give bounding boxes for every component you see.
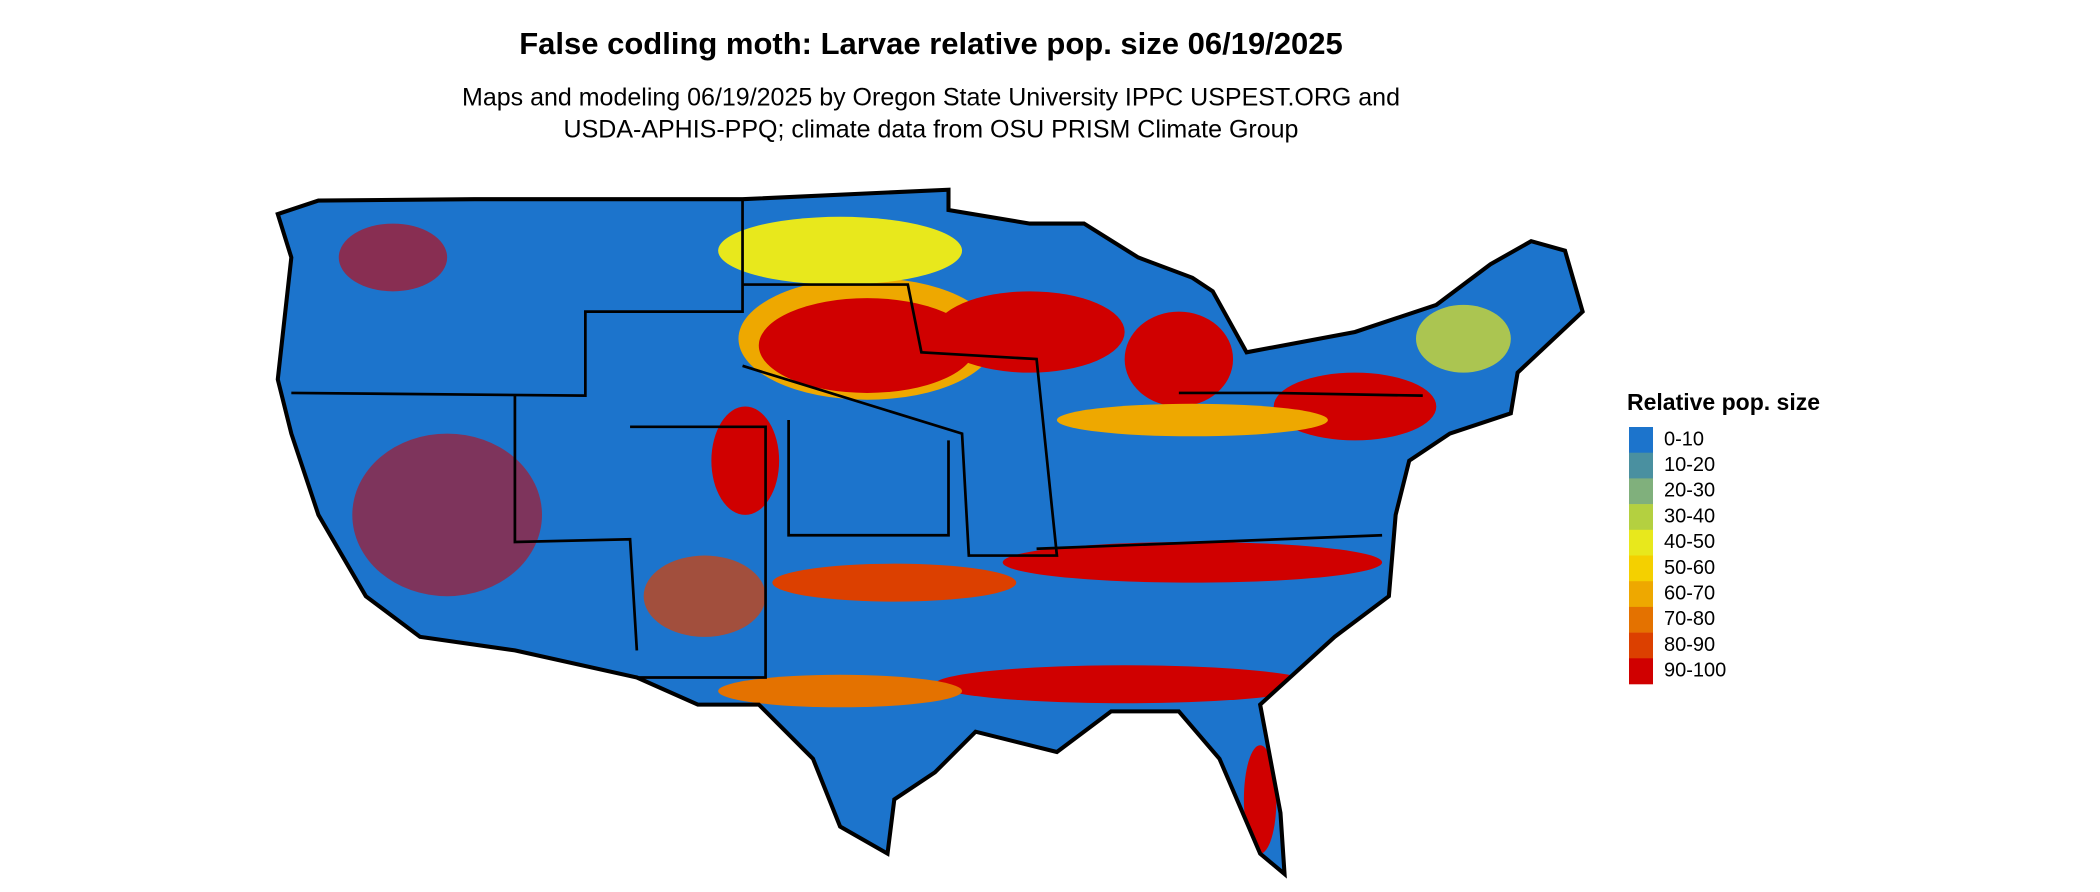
legend-swatch	[1629, 606, 1653, 633]
legend-label: 20-30	[1664, 480, 1715, 502]
subtitle: USDA-APHIS-PPQ; climate data from OSU PR…	[564, 116, 1299, 144]
legend-swatch	[1629, 555, 1653, 582]
title: False codling moth: Larvae relative pop.…	[519, 26, 1343, 61]
legend-label: 60-70	[1664, 582, 1715, 604]
legend-label: 50-60	[1664, 557, 1715, 579]
legend-label: 30-40	[1664, 505, 1715, 527]
legend-swatch	[1629, 478, 1653, 505]
legend-swatch	[1629, 504, 1653, 531]
legend-swatch	[1629, 529, 1653, 556]
legend-label: 40-50	[1664, 531, 1715, 553]
legend-label: 80-90	[1664, 634, 1715, 656]
legend-label: 0-10	[1664, 428, 1704, 450]
legend-label: 10-20	[1664, 454, 1715, 476]
state-lines	[291, 199, 1423, 679]
population-areas	[338, 216, 1511, 854]
legend-swatch	[1629, 581, 1653, 608]
legend-swatch	[1629, 632, 1653, 659]
legend-swatch	[1629, 658, 1653, 685]
map	[278, 190, 1583, 874]
legend-swatch	[1629, 427, 1653, 453]
legend-title: Relative pop. size	[1627, 389, 1820, 415]
legend-swatch	[1629, 452, 1653, 479]
legend-label: 90-100	[1664, 660, 1726, 682]
legend: 0-10 10-20 20-30 30-40 40-50 50-60 60-70 70-80 8…	[1629, 427, 1726, 685]
subtitle: Maps and modeling 06/19/2025 by Oregon S…	[462, 84, 1400, 112]
legend-label: 70-80	[1664, 608, 1715, 630]
